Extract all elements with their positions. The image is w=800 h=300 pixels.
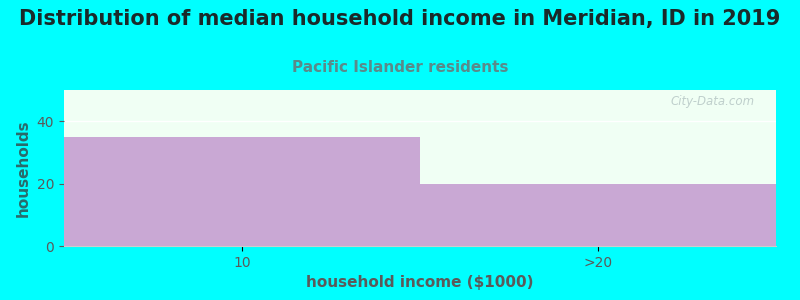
Bar <box>64 137 420 246</box>
Bar <box>420 184 776 246</box>
Text: Pacific Islander residents: Pacific Islander residents <box>292 60 508 75</box>
Text: City-Data.com: City-Data.com <box>670 95 754 108</box>
X-axis label: household income ($1000): household income ($1000) <box>306 275 534 290</box>
Text: Distribution of median household income in Meridian, ID in 2019: Distribution of median household income … <box>19 9 781 29</box>
Y-axis label: households: households <box>16 119 31 217</box>
